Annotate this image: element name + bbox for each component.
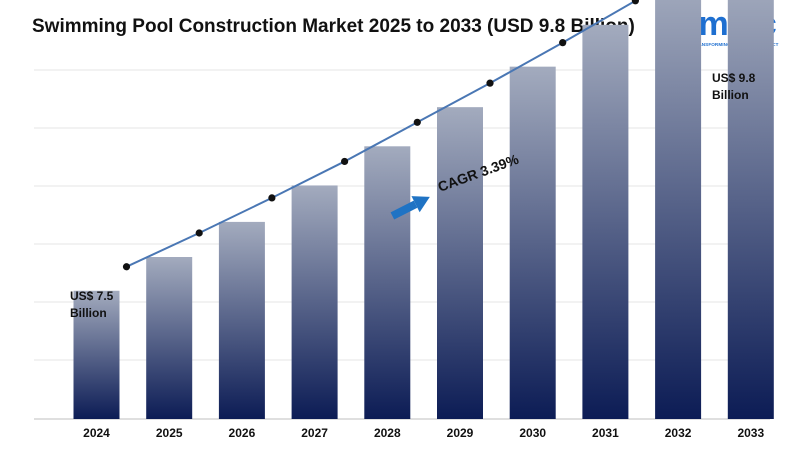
cagr-arrow-shaft	[390, 200, 418, 220]
x-tick-2031: 2031	[592, 426, 619, 440]
bar-2024	[73, 290, 120, 419]
bar-2032	[655, 0, 702, 419]
bars	[73, 0, 774, 420]
bar-2027	[291, 185, 338, 419]
x-tick-2029: 2029	[447, 426, 474, 440]
x-tick-2030: 2030	[519, 426, 546, 440]
trend-marker-2024	[122, 263, 131, 271]
bar-2025	[146, 257, 193, 419]
start-unit-label: Billion	[70, 306, 107, 320]
bar-2031	[582, 24, 629, 420]
x-tick-2027: 2027	[301, 426, 328, 440]
bar-2028	[364, 146, 411, 420]
trend-polyline	[126, 0, 639, 268]
x-tick-2028: 2028	[374, 426, 401, 440]
trend-marker-2027	[341, 157, 349, 166]
x-tick-labels: 2024 2025 2026 2027 2028 2029 2030 2031 2032 2033	[83, 426, 764, 440]
cagr-arrow	[390, 196, 430, 220]
x-tick-2032: 2032	[665, 426, 692, 440]
bar-2026	[218, 221, 265, 419]
bar-2029	[437, 107, 483, 420]
end-unit-label: Billion	[712, 88, 749, 102]
start-value-label: US$ 7.5	[70, 289, 114, 303]
x-tick-2026: 2026	[229, 426, 256, 440]
x-tick-2025: 2025	[156, 426, 183, 440]
chart-title: Swimming Pool Construction Market 2025 t…	[32, 16, 635, 37]
trend-marker-2031	[631, 0, 639, 5]
start-annotation: US$ 7.5 Billion	[70, 289, 114, 320]
x-tick-2024: 2024	[83, 426, 110, 440]
cagr-arrow-head	[411, 196, 430, 213]
trend-marker-2025	[195, 229, 203, 237]
trend-marker-2026	[268, 194, 276, 202]
bar-2030	[509, 66, 556, 420]
x-tick-2033: 2033	[737, 426, 764, 440]
trend-marker-2029	[486, 79, 494, 87]
trend-line	[122, 0, 639, 271]
bar-2033	[727, 0, 774, 419]
end-annotation: US$ 9.8 Billion	[712, 71, 756, 102]
trend-marker-2030	[559, 39, 567, 47]
trend-marker-2028	[413, 118, 421, 126]
end-value-label: US$ 9.8	[712, 71, 756, 85]
